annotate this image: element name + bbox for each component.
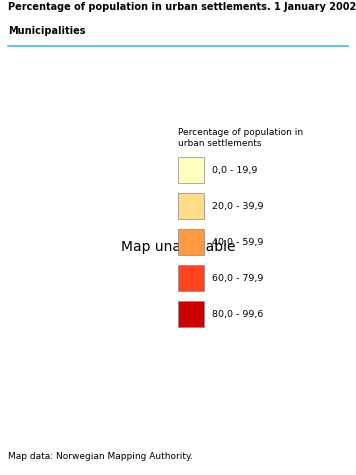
Bar — [178, 302, 204, 327]
Text: 40,0 - 59,9: 40,0 - 59,9 — [212, 238, 263, 247]
Text: 20,0 - 39,9: 20,0 - 39,9 — [212, 202, 264, 210]
Text: 80,0 - 99,6: 80,0 - 99,6 — [212, 310, 263, 319]
Bar — [178, 266, 204, 291]
Bar — [178, 157, 204, 183]
Bar — [178, 193, 204, 219]
Text: Map data: Norwegian Mapping Authority.: Map data: Norwegian Mapping Authority. — [8, 452, 193, 461]
Text: Percentage of population in urban settlements. 1 January 2002.: Percentage of population in urban settle… — [8, 2, 356, 12]
Text: Map unavailable: Map unavailable — [121, 240, 235, 254]
Text: 60,0 - 79,9: 60,0 - 79,9 — [212, 274, 263, 283]
Bar — [178, 229, 204, 255]
Text: Municipalities: Municipalities — [8, 26, 85, 36]
Text: 0,0 - 19,9: 0,0 - 19,9 — [212, 166, 257, 174]
Text: Percentage of population in
urban settlements: Percentage of population in urban settle… — [178, 128, 303, 148]
